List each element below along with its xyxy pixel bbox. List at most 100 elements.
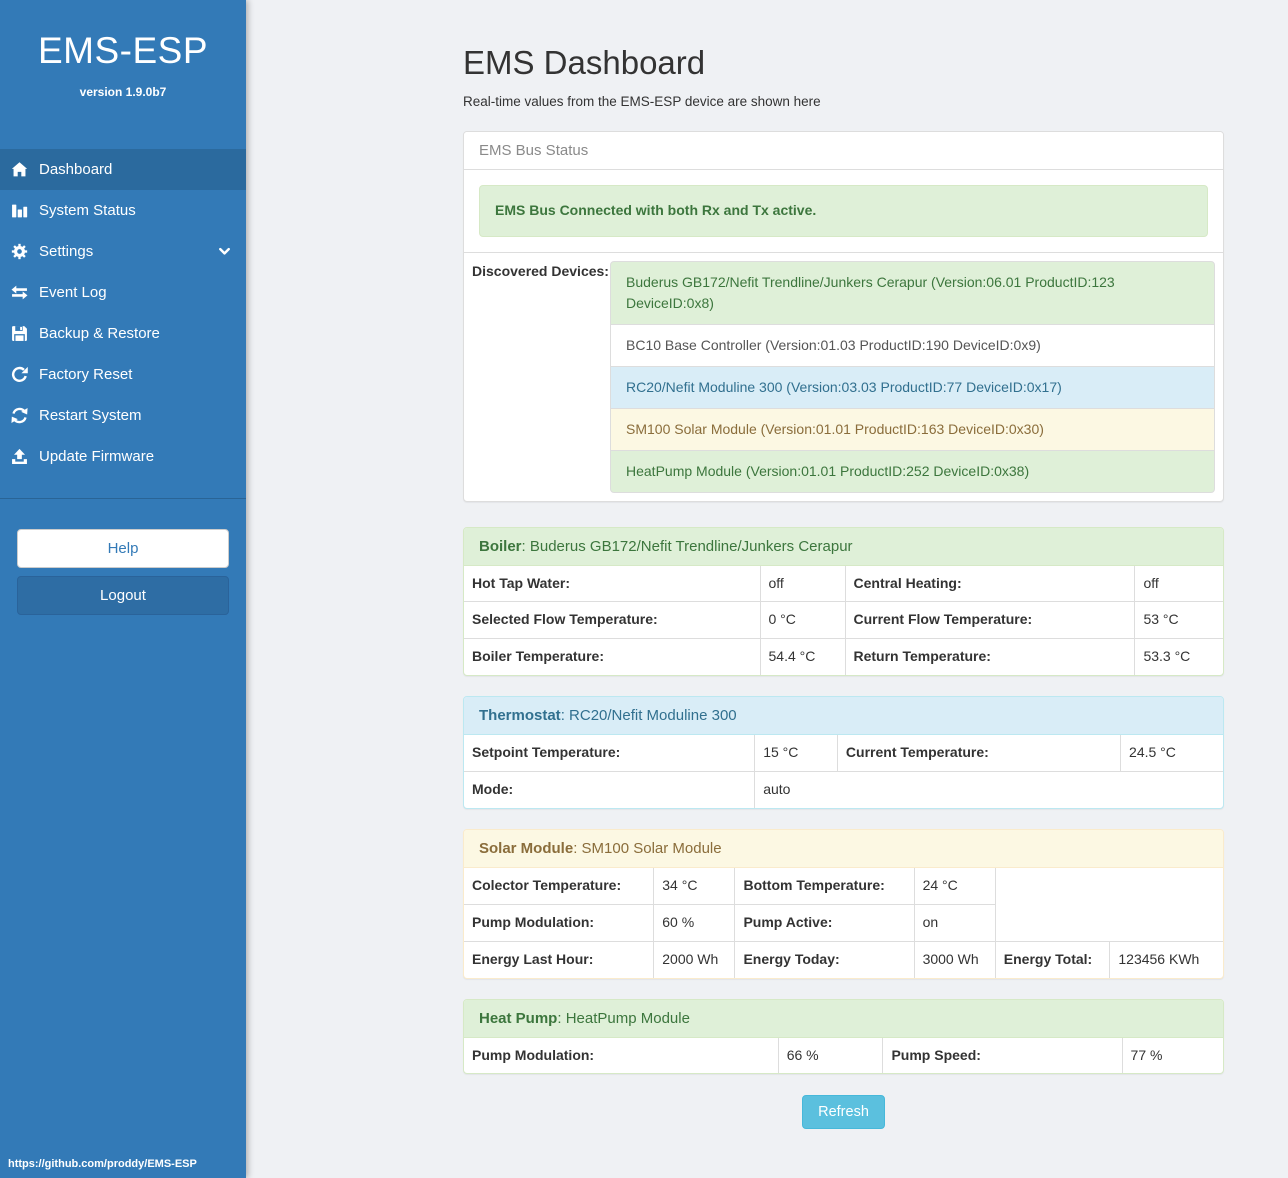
page-subtitle: Real-time values from the EMS-ESP device… (463, 94, 821, 109)
boiler-panel: Boiler: Buderus GB172/Nefit Trendline/Ju… (463, 526, 1224, 677)
device-list-item: Buderus GB172/Nefit Trendline/Junkers Ce… (610, 260, 1215, 325)
field-label: Selected Flow Temperature: (463, 601, 761, 640)
table-row: Pump Modulation: 66 % Pump Speed: 77 % (463, 1037, 1224, 1074)
field-value: off (1134, 565, 1224, 603)
field-value: 53 °C (1134, 601, 1224, 640)
sidebar-item-label: Settings (39, 243, 94, 260)
panel-device-type: Heat Pump (479, 1009, 558, 1027)
thermostat-panel: Thermostat: RC20/Nefit Moduline 300 Setpo… (463, 696, 1224, 809)
ems-bus-status-panel: EMS Bus Status EMS Bus Connected with bo… (463, 131, 1224, 502)
panel-device-name: HeatPump Module (565, 1009, 690, 1027)
panel-device-type: Thermostat (479, 707, 561, 725)
sidebar: EMS-ESP version 1.9.0b7 Dashboard System … (0, 0, 246, 1178)
field-label: Bottom Temperature: (734, 867, 915, 905)
sidebar-item-label: Dashboard (39, 161, 113, 178)
thermostat-table: Setpoint Temperature: 15 °C Current Temper… (463, 734, 1224, 809)
heat-pump-table: Pump Modulation: 66 % Pump Speed: 77 % (463, 1037, 1224, 1074)
table-row: Pump Modulation: 60 % Pump Active: on (463, 903, 1223, 942)
system-status-icon (9, 202, 30, 219)
device-panels: Boiler: Buderus GB172/Nefit Trendline/Ju… (463, 526, 1224, 1075)
panel-device-name: Buderus GB172/Nefit Trendline/Junkers Ce… (529, 537, 853, 555)
sidebar-item-dashboard[interactable]: Dashboard (0, 149, 246, 190)
table-row: Hot Tap Water: off Central Heating: off (463, 565, 1224, 603)
field-label: Mode: (463, 771, 756, 809)
sidebar-item-backup-restore[interactable]: Backup & Restore (0, 313, 246, 354)
home-icon (9, 161, 30, 178)
sidebar-item-label: System Status (39, 202, 136, 219)
ems-bus-status-panel-title: EMS Bus Status (464, 132, 1223, 170)
table-row: Boiler Temperature: 54.4 °C Return Tempera… (463, 638, 1224, 676)
boiler-panel-title: Boiler: Buderus GB172/Nefit Trendline/Ju… (464, 527, 1223, 566)
refresh-button[interactable]: Refresh (802, 1095, 885, 1130)
sidebar-item-system-status[interactable]: System Status (0, 190, 246, 231)
heat-pump-panel: Heat Pump: HeatPump Module Pump Modulatio… (463, 998, 1224, 1075)
sidebar-item-label: Restart System (39, 407, 142, 424)
field-label: Pump Speed: (882, 1037, 1123, 1074)
discovered-devices-row: Discovered Devices: Buderus GB172/Nefit … (464, 251, 1223, 501)
field-label: Energy Today: (734, 940, 915, 979)
sidebar-item-label: Backup & Restore (39, 325, 160, 342)
sidebar-divider (0, 498, 246, 499)
chevron-down-icon (217, 244, 232, 259)
field-value: auto (754, 771, 1224, 809)
logout-button[interactable]: Logout (17, 576, 229, 615)
content-column: EMS Dashboard Real-time values from the … (463, 0, 1224, 1130)
refresh-icon (9, 407, 30, 424)
device-list-item: RC20/Nefit Moduline 300 (Version:03.03 P… (610, 365, 1215, 409)
table-row: Setpoint Temperature: 15 °C Current Temper… (463, 734, 1224, 773)
field-label: Pump Modulation: (463, 1037, 779, 1074)
field-value: 53.3 °C (1134, 638, 1224, 676)
field-value: 123456 KWh (1109, 940, 1224, 979)
table-row: Selected Flow Temperature: 0 °C Current Fl… (463, 601, 1224, 640)
upload-icon (9, 448, 30, 465)
app-title: EMS-ESP (37, 30, 209, 71)
help-button[interactable]: Help (17, 529, 229, 568)
field-label: Boiler Temperature: (463, 638, 761, 676)
sidebar-item-restart-system[interactable]: Restart System (0, 395, 246, 436)
discovered-devices-label: Discovered Devices: (472, 262, 609, 279)
github-link[interactable]: https://github.com/proddy/EMS-ESP (8, 1158, 197, 1170)
field-label: Current Flow Temperature: (844, 601, 1136, 640)
field-value: 24.5 °C (1120, 734, 1224, 773)
ems-bus-status-panel-body: EMS Bus Connected with both Rx and Tx ac… (464, 170, 1223, 252)
panel-device-type: Boiler (479, 537, 522, 555)
sidebar-item-event-log[interactable]: Event Log (0, 272, 246, 313)
solar-module-panel-title: Solar Module: SM100 Solar Module (464, 829, 1223, 868)
boiler-table: Hot Tap Water: off Central Heating: off Sele… (463, 565, 1224, 676)
field-label: Current Temperature: (836, 734, 1122, 773)
table-row: Energy Last Hour: 2000 Wh Energy Today: 300… (463, 940, 1224, 979)
thermostat-panel-title: Thermostat: RC20/Nefit Moduline 300 (464, 697, 1223, 736)
panel-device-name: SM100 Solar Module (581, 839, 722, 857)
solar-module-panel: Solar Module: SM100 Solar Module Colector… (463, 828, 1224, 979)
field-label: Setpoint Temperature: (463, 734, 756, 773)
field-label: Central Heating: (844, 565, 1136, 603)
device-list-item: SM100 Solar Module (Version:01.01 Produc… (610, 407, 1215, 451)
sidebar-item-settings[interactable]: Settings (0, 231, 246, 272)
sidebar-item-factory-reset[interactable]: Factory Reset (0, 354, 246, 395)
sidebar-nav: Dashboard System Status Settings Event Log B… (0, 149, 246, 477)
save-icon (9, 325, 30, 342)
field-label: Pump Modulation: (463, 903, 655, 942)
field-value: 66 % (777, 1037, 884, 1074)
gear-icon (9, 243, 30, 260)
field-label: Hot Tap Water: (463, 565, 761, 603)
heat-pump-panel-title: Heat Pump: HeatPump Module (464, 999, 1223, 1038)
sidebar-item-update-firmware[interactable]: Update Firmware (0, 436, 246, 477)
field-label: Colector Temperature: (463, 867, 655, 905)
field-value: on (913, 903, 996, 942)
table-row: Mode: auto (463, 771, 1224, 809)
field-value: 0 °C (759, 601, 846, 640)
exchange-icon (9, 284, 30, 301)
field-value: 24 °C (913, 867, 996, 905)
sidebar-item-label: Factory Reset (39, 366, 133, 383)
rotate-right-icon (9, 366, 30, 383)
sidebar-item-label: Event Log (39, 284, 107, 301)
refresh-row: Refresh (463, 1095, 1224, 1130)
table-row: Colector Temperature: 34 °C Bottom Tempera… (463, 867, 1223, 905)
page-title: EMS Dashboard (463, 44, 706, 81)
main-area: EMS Dashboard Real-time values from the … (246, 0, 1288, 1178)
bus-connected-alert: EMS Bus Connected with both Rx and Tx ac… (479, 185, 1208, 237)
field-value: off (759, 565, 846, 603)
discovered-devices-list: Buderus GB172/Nefit Trendline/Junkers Ce… (610, 260, 1215, 493)
